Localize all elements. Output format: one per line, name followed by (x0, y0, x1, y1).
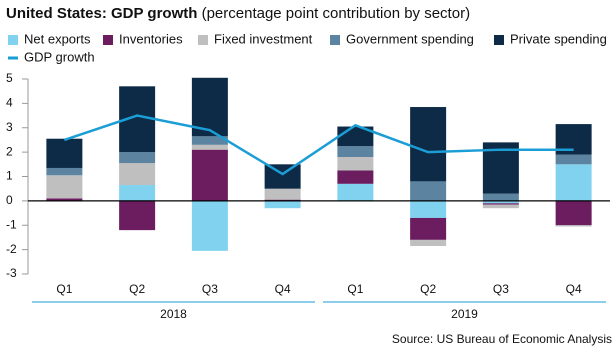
bar-segment (264, 200, 301, 209)
bar-segment (191, 200, 228, 251)
legend-label: Private spending (510, 31, 607, 46)
bar-segment (410, 107, 447, 182)
y-tick-label: -2 (6, 242, 17, 256)
bar-segment (119, 200, 156, 231)
x-tick-label: Q4 (275, 282, 291, 296)
x-tick-label: Q1 (56, 282, 72, 296)
x-tick-label: Q1 (347, 282, 363, 296)
group-label: 2019 (451, 307, 478, 321)
y-tick-label: 0 (6, 193, 13, 207)
title: United States: GDP growth (6, 5, 197, 22)
bar-segment (191, 144, 228, 150)
y-tick-label: 1 (6, 169, 13, 183)
bar-segment (337, 146, 374, 157)
bar-segment (555, 154, 592, 165)
x-tick-label: Q2 (129, 282, 145, 296)
bar-segment (46, 175, 83, 199)
bar-segment (482, 193, 519, 201)
bar-segment (264, 164, 301, 189)
y-tick-label: -3 (6, 266, 17, 280)
bar-segment (191, 149, 228, 201)
legend-swatch (8, 35, 18, 45)
y-tick-label: 5 (6, 71, 13, 85)
y-tick-label: 2 (6, 144, 13, 158)
bar-segment (410, 181, 447, 201)
bar-segment (264, 199, 301, 201)
bar-segment (264, 188, 301, 200)
subtitle: (percentage point contribution by sector… (202, 5, 470, 22)
legend-label: Inventories (119, 31, 183, 46)
bar-segment (482, 200, 519, 204)
legend-swatch (198, 35, 208, 45)
bar-segment (410, 200, 447, 218)
bar-segment (119, 152, 156, 164)
legend-label: Fixed investment (214, 31, 313, 46)
bar-segment (482, 204, 519, 209)
legend-label: Net exports (24, 31, 91, 46)
bar-segment (119, 163, 156, 186)
chart-title: United States: GDP growth (percentage po… (6, 5, 470, 22)
x-tick-label: Q3 (202, 282, 218, 296)
legend-swatch (103, 35, 113, 45)
y-tick-label: 3 (6, 120, 13, 134)
bar-segment (46, 138, 83, 168)
bar-segment (410, 217, 447, 240)
bar-segment (555, 164, 592, 201)
legend-label: GDP growth (24, 49, 95, 64)
source: Source: US Bureau of Economic Analysis (392, 332, 612, 346)
x-tick-label: Q2 (420, 282, 436, 296)
bar-segment (337, 183, 374, 201)
bar-segment (482, 203, 519, 205)
bar-segment (410, 239, 447, 246)
bar-segment (337, 157, 374, 171)
legend-swatch (330, 35, 340, 45)
legend-label: Government spending (346, 31, 474, 46)
bar-segment (46, 198, 83, 201)
x-tick-label: Q3 (493, 282, 509, 296)
group-label: 2018 (160, 307, 187, 321)
gdp-line (63, 114, 574, 176)
legend-swatch (494, 35, 504, 45)
bar-segment (555, 200, 592, 226)
bar-segment (191, 136, 228, 145)
bar-segment (337, 170, 374, 184)
bar-segment (555, 225, 592, 227)
y-tick-label: 4 (6, 96, 13, 110)
y-tick-label: -1 (6, 217, 17, 231)
x-tick-label: Q4 (566, 282, 582, 296)
bar-segment (119, 185, 156, 201)
bar-segment (46, 167, 83, 176)
